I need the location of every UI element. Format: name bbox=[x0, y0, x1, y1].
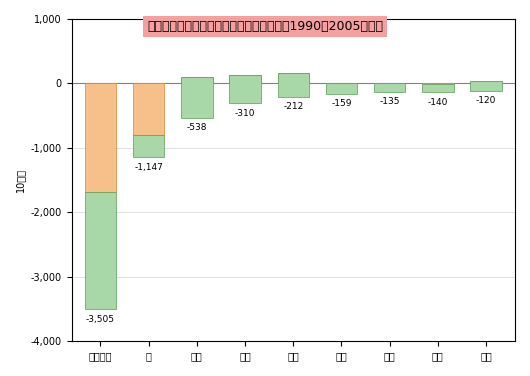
Bar bbox=[133, 83, 164, 135]
Bar bbox=[278, 73, 309, 83]
Bar bbox=[471, 81, 502, 91]
Bar bbox=[422, 84, 454, 92]
Bar bbox=[85, 192, 116, 309]
Y-axis label: 10億円: 10億円 bbox=[15, 168, 25, 192]
Text: -120: -120 bbox=[476, 96, 496, 105]
Text: -3,505: -3,505 bbox=[86, 315, 115, 323]
Bar bbox=[181, 77, 213, 118]
Text: -212: -212 bbox=[283, 102, 303, 111]
Bar bbox=[85, 83, 116, 192]
Text: -538: -538 bbox=[187, 123, 207, 132]
Text: -135: -135 bbox=[379, 97, 400, 106]
Bar bbox=[326, 83, 357, 94]
Text: -140: -140 bbox=[428, 98, 448, 107]
Bar bbox=[181, 77, 213, 83]
Bar bbox=[133, 135, 164, 158]
Bar bbox=[229, 75, 261, 83]
Text: 図３－２　品目別国内生産額の減少要因（1990－2005年度）: 図３－２ 品目別国内生産額の減少要因（1990－2005年度） bbox=[147, 20, 383, 33]
Bar bbox=[229, 75, 261, 103]
Bar bbox=[278, 73, 309, 97]
Text: -310: -310 bbox=[235, 109, 255, 118]
Text: -159: -159 bbox=[331, 99, 352, 108]
Bar bbox=[471, 81, 502, 83]
Bar bbox=[422, 83, 454, 84]
Text: -1,147: -1,147 bbox=[134, 162, 163, 171]
Bar bbox=[374, 83, 405, 92]
